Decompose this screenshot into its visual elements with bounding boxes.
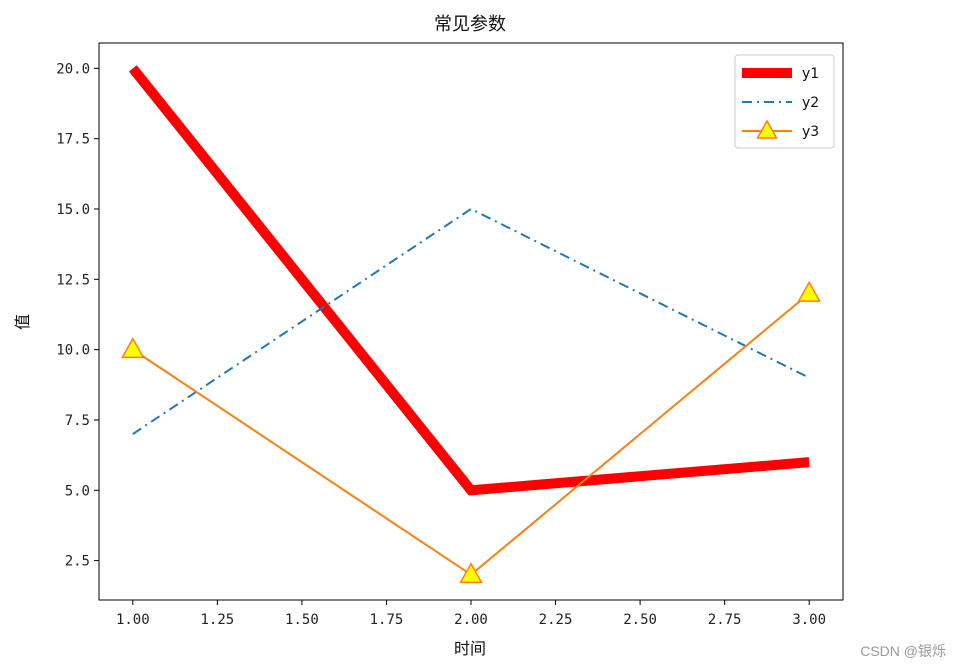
series-y2 (132, 207, 810, 435)
series-line-y3 (132, 292, 810, 576)
chart-title: 常见参数 (434, 14, 506, 35)
y-tick-label: 20.0 (56, 61, 90, 77)
x-tick-label: 1.75 (370, 612, 404, 628)
legend-label: y2 (802, 95, 819, 111)
legend: y1 y2 y3 (734, 54, 835, 149)
series-y3 (121, 280, 821, 584)
x-axis-title: 时间 (454, 639, 486, 658)
watermark: CSDN @银烁 (860, 643, 946, 659)
data-point-y3 (797, 280, 821, 302)
series-y1 (128, 65, 810, 496)
y-tick-label: 17.5 (56, 132, 90, 148)
legend-item-y2: y2 (742, 95, 819, 111)
x-tick-label: 1.25 (201, 612, 235, 628)
x-tick-label: 1.00 (116, 612, 150, 628)
y-axis: 2.5 5.0 7.5 10.0 12.5 15.0 17.5 20.0 (56, 61, 99, 570)
x-tick-label: 1.50 (285, 612, 319, 628)
legend-marker (756, 119, 778, 139)
legend-item-y1: y1 (742, 66, 819, 82)
series-line-y2 (132, 207, 810, 435)
y-tick-label: 10.0 (56, 343, 90, 359)
y-tick-label: 15.0 (56, 202, 90, 218)
x-tick-label: 2.50 (623, 612, 657, 628)
legend-label: y1 (802, 66, 819, 82)
x-tick-label: 2.25 (539, 612, 573, 628)
data-point-y3 (459, 562, 483, 584)
x-tick-label: 2.00 (454, 612, 488, 628)
y-tick-label: 2.5 (65, 554, 90, 570)
y-axis-title: 值 (13, 314, 32, 330)
legend-box (734, 54, 835, 149)
plot-area (98, 42, 844, 601)
legend-item-y3: y3 (742, 119, 819, 140)
series-layer (121, 65, 821, 584)
x-axis: 1.00 1.25 1.50 1.75 2.00 2.25 2.50 2.75 3.00 (116, 600, 826, 628)
y-tick-label: 7.5 (65, 413, 90, 429)
legend-label: y3 (802, 124, 819, 140)
y-tick-label: 5.0 (65, 483, 90, 499)
data-point-y3 (121, 337, 145, 359)
y-tick-label: 12.5 (56, 272, 90, 288)
series-line-y1 (128, 65, 810, 496)
x-tick-label: 3.00 (792, 612, 826, 628)
x-tick-label: 2.75 (708, 612, 742, 628)
